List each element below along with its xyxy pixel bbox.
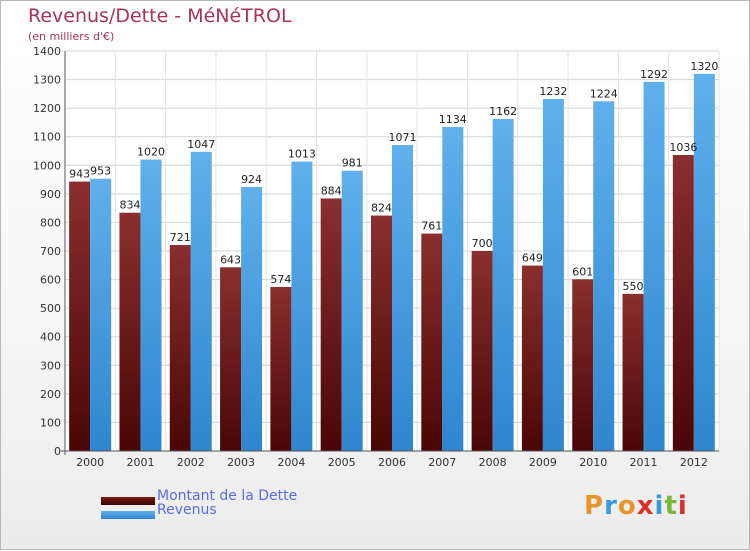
chart-subtitle: (en milliers d'€) [28, 30, 115, 43]
x-tick-label: 2009 [529, 456, 557, 469]
bar-dette [220, 267, 242, 451]
legend-swatch-dette [101, 496, 155, 505]
data-label-revenus: 1162 [489, 105, 517, 118]
data-label-dette: 761 [421, 220, 442, 233]
x-tick-label: 2003 [227, 456, 255, 469]
data-label-revenus: 1292 [640, 68, 668, 81]
bar-dette [421, 233, 443, 451]
legend-item-dette: Montant de la Dette [101, 488, 297, 505]
y-tick-label: 300 [40, 359, 61, 372]
x-tick-label: 2011 [630, 456, 658, 469]
data-label-dette: 721 [170, 231, 191, 244]
bar-revenus [643, 81, 665, 451]
y-tick-label: 1400 [33, 45, 61, 58]
x-tick-label: 2000 [76, 456, 104, 469]
legend-label-dette: Montant de la Dette [157, 488, 298, 504]
y-tick-label: 600 [40, 274, 61, 287]
data-label-dette: 649 [522, 252, 543, 265]
data-label-dette: 1036 [669, 141, 697, 154]
data-label-dette: 601 [572, 265, 593, 278]
bar-dette [69, 181, 91, 452]
bar-dette [672, 155, 694, 451]
chart-title: Revenus/Dette - MéNéTROL [28, 5, 292, 27]
y-tick-label: 1000 [33, 159, 61, 172]
bar-dette [521, 265, 543, 451]
bar-revenus [341, 170, 363, 451]
data-label-dette: 943 [69, 168, 90, 181]
logo-letter: t [664, 491, 678, 521]
bar-revenus [291, 161, 313, 452]
bar-revenus [593, 101, 615, 452]
bar-revenus [90, 178, 112, 451]
x-tick-label: 2008 [479, 456, 507, 469]
data-label-dette: 643 [220, 253, 241, 266]
logo-letter: x [636, 491, 655, 521]
x-tick-label: 2006 [378, 456, 406, 469]
y-tick-label: 800 [40, 216, 61, 229]
bar-dette [169, 245, 191, 451]
data-label-revenus: 1071 [389, 131, 417, 144]
legend-swatch-revenus [101, 510, 155, 519]
legend-label-revenus: Revenus [157, 502, 217, 518]
data-label-revenus: 924 [241, 173, 262, 186]
data-label-dette: 884 [321, 184, 342, 197]
data-label-revenus: 981 [342, 157, 363, 170]
y-tick-label: 900 [40, 188, 61, 201]
data-label-revenus: 1134 [439, 113, 467, 126]
data-label-dette: 574 [270, 273, 291, 286]
data-label-dette: 824 [371, 202, 392, 215]
bar-revenus [693, 73, 715, 451]
y-tick-label: 1300 [33, 74, 61, 87]
bar-revenus [442, 127, 464, 451]
x-tick-label: 2010 [579, 456, 607, 469]
x-tick-label: 2012 [680, 456, 708, 469]
bar-dette [119, 212, 141, 451]
bar-revenus [492, 119, 514, 451]
x-tick-label: 2007 [428, 456, 456, 469]
bar-dette [622, 293, 644, 451]
y-tick-label: 0 [54, 445, 61, 458]
logo-letter: i [677, 491, 688, 521]
data-label-revenus: 1320 [690, 60, 718, 73]
x-tick-label: 2004 [277, 456, 305, 469]
bar-revenus [542, 99, 564, 451]
bar-revenus [392, 145, 413, 451]
proxiti-logo: Proxiti [584, 491, 688, 521]
data-label-revenus: 1020 [137, 146, 165, 159]
bar-revenus [241, 187, 263, 451]
data-label-dette: 834 [119, 199, 140, 212]
x-tick-label: 2001 [126, 456, 154, 469]
y-tick-label: 500 [40, 302, 61, 315]
bar-revenus [190, 151, 212, 451]
data-label-revenus: 1013 [288, 148, 316, 161]
bar-dette [320, 198, 342, 451]
data-label-dette: 700 [472, 237, 493, 250]
x-tick-label: 2005 [328, 456, 356, 469]
logo-letter: r [604, 491, 618, 521]
data-label-dette: 550 [623, 280, 644, 293]
data-label-revenus: 1224 [590, 87, 618, 100]
data-label-revenus: 953 [90, 165, 111, 178]
y-tick-label: 1100 [33, 131, 61, 144]
logo-letter: P [584, 491, 605, 521]
logo-letter: o [617, 491, 637, 521]
data-label-revenus: 1232 [539, 85, 567, 98]
bar-dette [371, 215, 392, 451]
x-tick-label: 2002 [177, 456, 205, 469]
data-label-revenus: 1047 [187, 138, 215, 151]
legend-item-revenus: Revenus [101, 502, 217, 519]
y-tick-label: 200 [40, 388, 61, 401]
y-tick-label: 100 [40, 416, 61, 429]
bar-dette [270, 287, 292, 451]
y-tick-label: 400 [40, 331, 61, 344]
bar-dette [471, 251, 493, 451]
bar-dette [572, 279, 594, 451]
logo-letter: i [654, 491, 665, 521]
y-tick-label: 700 [40, 245, 61, 258]
y-tick-label: 1200 [33, 102, 61, 115]
bar-revenus [140, 159, 162, 452]
